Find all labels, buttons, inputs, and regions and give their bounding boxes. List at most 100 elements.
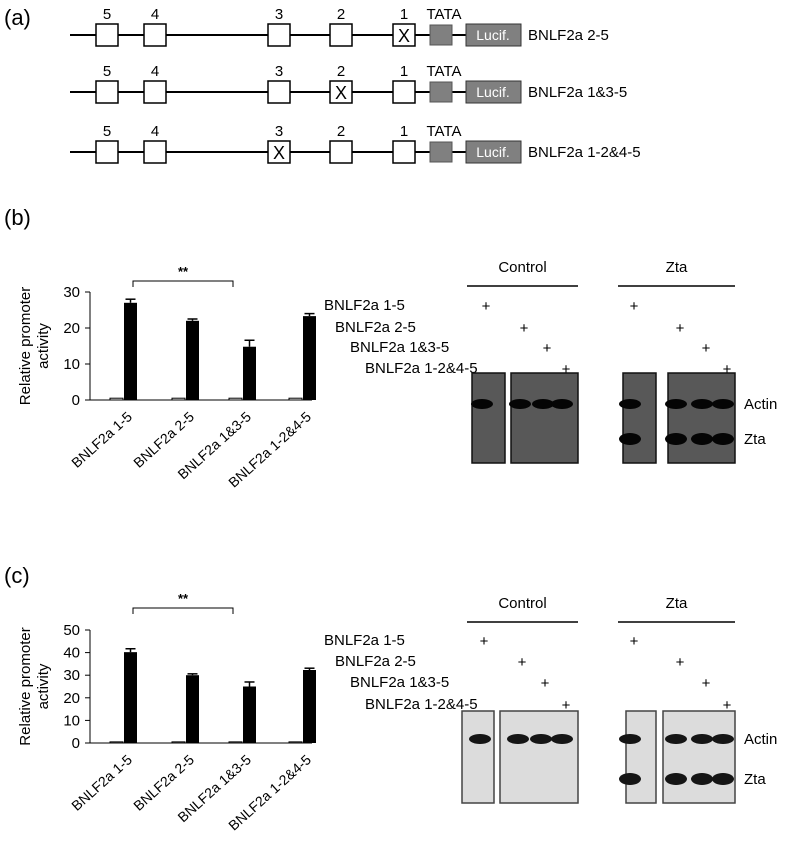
element-box <box>143 80 167 104</box>
element-number: 2 <box>337 123 345 140</box>
plus-mark: + <box>541 675 550 692</box>
bar-zta <box>243 686 256 743</box>
significance-bracket <box>132 280 234 287</box>
blot-frame <box>499 710 579 804</box>
bar-control <box>288 397 303 401</box>
y-tick-label: 20 <box>63 690 80 707</box>
plus-mark: + <box>723 697 732 714</box>
element-number: 3 <box>275 6 283 23</box>
luciferase-label: Lucif. <box>476 144 509 160</box>
blot-frame <box>471 372 506 464</box>
construct-row: 5 4 3 X 2 1 TATA Lucif. BNLF2a 1-2&4-5 <box>70 123 641 164</box>
bar-zta <box>186 675 199 743</box>
panel-b: (b) 0 10 20 30 Relative promoter activity BNLF… <box>4 205 777 491</box>
band-zta <box>665 433 687 445</box>
bar-control <box>228 741 243 744</box>
plus-mark: + <box>676 654 685 671</box>
significance-bracket <box>132 607 234 614</box>
luciferase-box <box>465 23 522 47</box>
element-number: 3 <box>275 123 283 140</box>
element-box <box>329 140 353 164</box>
panel-c-bar-chart: 0 10 20 30 40 50 Relative promoter activity BNLF… <box>17 591 316 834</box>
band-actin <box>712 399 734 409</box>
band-actin <box>619 734 641 744</box>
tata-label: TATA <box>427 6 462 23</box>
element-number: 1 <box>400 6 408 23</box>
band-label-actin: Actin <box>744 396 777 413</box>
y-tick-label: 20 <box>63 320 80 337</box>
lane-label: BNLF2a 1&3-5 <box>350 339 449 356</box>
plus-mark: + <box>630 298 639 315</box>
element-box <box>267 140 291 164</box>
plus-mark: + <box>480 633 489 650</box>
band-actin <box>509 399 531 409</box>
band-zta <box>691 773 713 785</box>
y-tick-label: 30 <box>63 284 80 301</box>
element-number: 2 <box>337 63 345 80</box>
luciferase-box <box>465 140 522 164</box>
blot-frame <box>461 710 495 804</box>
bar-control <box>171 741 186 744</box>
blot-frame <box>622 372 657 464</box>
significance-stars: ** <box>178 264 189 279</box>
band-zta <box>619 773 641 785</box>
bar-zta <box>124 302 137 400</box>
element-box <box>267 80 291 104</box>
panel-c: (c) 0 10 20 30 40 50 Relative promoter activity… <box>4 563 777 834</box>
bar-control <box>109 397 124 401</box>
y-tick-label: 50 <box>63 622 80 639</box>
lane-label: BNLF2a 1&3-5 <box>350 674 449 691</box>
band-zta <box>712 433 734 445</box>
bar-zta <box>303 670 316 743</box>
luciferase-label: Lucif. <box>476 27 509 43</box>
tata-label: TATA <box>427 63 462 80</box>
mutation-mark: X <box>398 26 410 46</box>
band-actin <box>691 399 713 409</box>
band-zta <box>712 773 734 785</box>
y-tick-label: 0 <box>72 392 80 409</box>
plus-mark: + <box>520 320 529 337</box>
panel-c-letter: (c) <box>4 563 30 588</box>
y-tick-label: 0 <box>72 735 80 752</box>
y-tick-label: 10 <box>63 356 80 373</box>
band-zta <box>619 433 641 445</box>
bar-control <box>228 397 243 401</box>
element-number: 3 <box>275 63 283 80</box>
plus-mark: + <box>723 361 732 378</box>
element-box <box>329 80 353 104</box>
panel-b-western-blot: Control Zta BNLF2a 1-5 BNLF2a 2-5 BNLF2a 1&3… <box>324 259 777 464</box>
blot-group-title: Control <box>498 259 546 276</box>
element-number: 2 <box>337 6 345 23</box>
construct-name: BNLF2a 2-5 <box>528 27 609 44</box>
band-actin <box>619 399 641 409</box>
lane-label: BNLF2a 2-5 <box>335 653 416 670</box>
plus-mark: + <box>518 654 527 671</box>
element-number: 5 <box>103 6 111 23</box>
band-actin <box>530 734 552 744</box>
construct-row: 5 4 3 2 X 1 TATA Lucif. BNLF2a 1&3-5 <box>70 63 627 104</box>
blot-frame <box>667 372 736 464</box>
plus-mark: + <box>482 298 491 315</box>
luciferase-box <box>465 80 522 104</box>
lane-label: BNLF2a 1-2&4-5 <box>365 696 478 713</box>
band-actin <box>469 734 491 744</box>
band-label-zta: Zta <box>744 431 766 448</box>
plus-mark: + <box>630 633 639 650</box>
band-actin <box>507 734 529 744</box>
bar-zta <box>303 316 316 400</box>
y-axis-label: Relative promoter <box>17 287 34 405</box>
mutation-mark: X <box>273 143 285 163</box>
bar-zta <box>243 346 256 400</box>
bar-control <box>109 741 124 744</box>
construct-name: BNLF2a 1&3-5 <box>528 84 627 101</box>
element-box <box>95 80 119 104</box>
blot-group-title: Zta <box>666 259 688 276</box>
band-label-zta: Zta <box>744 771 766 788</box>
band-actin <box>691 734 713 744</box>
plus-mark: + <box>562 361 571 378</box>
element-box <box>392 140 416 164</box>
element-number: 1 <box>400 63 408 80</box>
panel-b-letter: (b) <box>4 205 31 230</box>
plus-mark: + <box>702 675 711 692</box>
